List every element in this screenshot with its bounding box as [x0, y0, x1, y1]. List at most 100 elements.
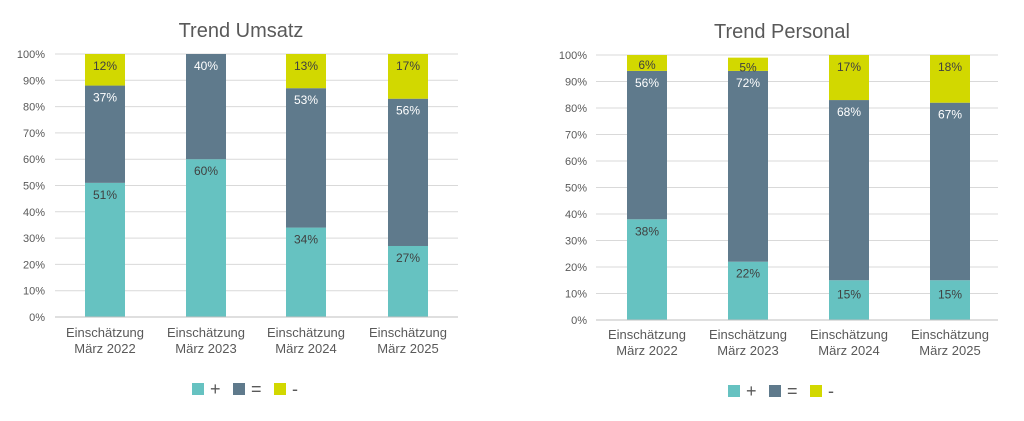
bar-segment — [728, 57, 768, 71]
data-label: 60% — [194, 164, 218, 178]
y-tick-label: 70% — [565, 130, 587, 142]
data-label: 40% — [194, 59, 218, 73]
bar-segment — [388, 245, 428, 317]
y-tick-label: 60% — [23, 154, 45, 166]
x-tick-label: Einschätzung — [369, 325, 447, 340]
data-label: 34% — [294, 233, 318, 247]
y-tick-label: 10% — [565, 289, 587, 301]
bar-segment — [728, 261, 768, 320]
data-label: 53% — [294, 93, 318, 107]
data-label: 37% — [93, 91, 117, 105]
x-tick-label: März 2022 — [74, 341, 135, 356]
data-label: 72% — [736, 76, 760, 90]
x-tick-label: Einschätzung — [608, 327, 686, 342]
legend-label: + — [210, 379, 221, 399]
bar-segment — [930, 102, 970, 281]
data-label: 51% — [93, 188, 117, 202]
y-tick-label: 20% — [23, 259, 45, 271]
bar-segment — [286, 227, 326, 317]
x-tick-label: März 2025 — [919, 343, 980, 358]
data-label: 27% — [396, 251, 420, 265]
bar-segment — [85, 54, 125, 86]
bar-segment — [627, 55, 667, 71]
data-label: 6% — [638, 58, 656, 72]
y-tick-label: 100% — [559, 50, 587, 62]
bar-segment — [829, 280, 869, 320]
x-tick-label: Einschätzung — [267, 325, 345, 340]
data-label: 56% — [396, 104, 420, 118]
x-tick-label: März 2025 — [377, 341, 438, 356]
x-tick-label: Einschätzung — [810, 327, 888, 342]
y-tick-label: 60% — [565, 156, 587, 168]
y-tick-label: 20% — [565, 262, 587, 274]
y-tick-label: 40% — [23, 207, 45, 219]
bar-segment — [388, 54, 428, 99]
bar-segment — [829, 100, 869, 281]
bar-segment — [85, 85, 125, 183]
y-tick-label: 40% — [565, 209, 587, 221]
y-tick-label: 80% — [23, 102, 45, 114]
legend-label: + — [746, 381, 757, 401]
bar-segment — [388, 98, 428, 246]
data-label: 17% — [396, 59, 420, 73]
y-tick-label: 10% — [23, 286, 45, 298]
y-tick-label: 90% — [565, 77, 587, 89]
data-label: 15% — [837, 287, 861, 301]
data-label: 22% — [736, 267, 760, 281]
x-tick-label: März 2023 — [717, 343, 778, 358]
bar-segment — [829, 55, 869, 101]
chart-title: Trend Umsatz — [179, 20, 304, 42]
bar-segment — [728, 70, 768, 262]
y-tick-label: 80% — [565, 103, 587, 115]
legend-label: - — [292, 379, 298, 399]
y-tick-label: 100% — [17, 49, 45, 61]
data-label: 18% — [938, 60, 962, 74]
legend-swatch — [192, 383, 204, 395]
bar-segment — [930, 280, 970, 320]
data-label: 38% — [635, 224, 659, 238]
x-tick-label: März 2022 — [616, 343, 677, 358]
legend-swatch — [233, 383, 245, 395]
data-label: 5% — [739, 61, 757, 75]
data-label: 67% — [938, 108, 962, 122]
data-label: 13% — [294, 59, 318, 73]
y-tick-label: 0% — [29, 312, 45, 324]
chart-title: Trend Personal — [714, 21, 850, 43]
legend-swatch — [769, 385, 781, 397]
bar-segment — [186, 159, 226, 317]
x-tick-label: März 2024 — [275, 341, 336, 356]
y-tick-label: 0% — [571, 315, 587, 327]
y-tick-label: 70% — [23, 128, 45, 140]
y-tick-label: 30% — [565, 236, 587, 248]
data-label: 56% — [635, 76, 659, 90]
y-tick-label: 30% — [23, 233, 45, 245]
bar-segment — [627, 219, 667, 320]
x-tick-label: März 2023 — [175, 341, 236, 356]
data-label: 15% — [938, 287, 962, 301]
chart-trend-umsatz: Trend Umsatz 0% 10% 20% 30% 40% 50% 60% 70% 80% 9… — [17, 20, 458, 399]
y-tick-label: 90% — [23, 75, 45, 87]
bar-segment — [930, 55, 970, 103]
legend-label: = — [787, 381, 798, 401]
legend-swatch — [274, 383, 286, 395]
bar-segment — [286, 54, 326, 89]
legend-swatch — [728, 385, 740, 397]
x-tick-label: März 2024 — [818, 343, 879, 358]
bar-segment — [186, 54, 226, 160]
legend-label: - — [828, 381, 834, 401]
x-tick-label: Einschätzung — [167, 325, 245, 340]
data-label: 17% — [837, 60, 861, 74]
x-tick-label: Einschätzung — [709, 327, 787, 342]
legend-label: = — [251, 379, 262, 399]
y-tick-label: 50% — [23, 181, 45, 193]
x-tick-label: Einschätzung — [66, 325, 144, 340]
data-label: 12% — [93, 59, 117, 73]
chart-trend-personal: Trend Personal 0% 10% 20% 30% 40% 50% 60% 70% 80… — [559, 21, 998, 401]
bar-segment — [627, 70, 667, 220]
legend-swatch — [810, 385, 822, 397]
bar-segment — [286, 88, 326, 228]
y-tick-label: 50% — [565, 183, 587, 195]
bar-segment — [85, 182, 125, 317]
data-label: 68% — [837, 105, 861, 119]
